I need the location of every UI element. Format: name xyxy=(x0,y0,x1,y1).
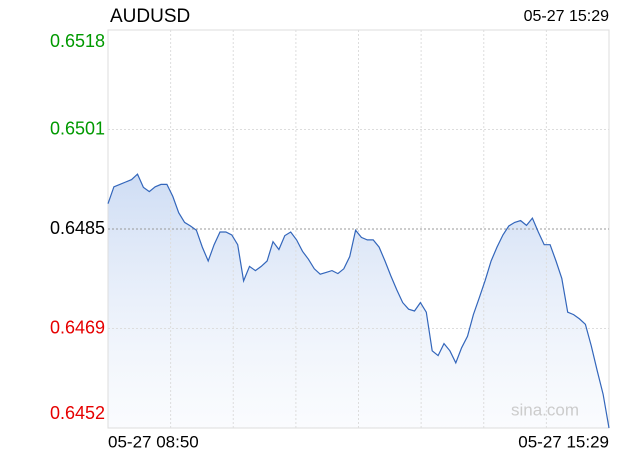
chart-title: AUDUSD xyxy=(110,6,190,27)
watermark: sina.com xyxy=(511,400,579,419)
y-tick-label: 0.6518 xyxy=(50,31,105,51)
timestamp: 05-27 15:29 xyxy=(524,8,610,25)
y-tick-label: 0.6485 xyxy=(50,218,105,238)
y-tick-label: 0.6452 xyxy=(50,403,105,423)
price-line xyxy=(107,173,610,429)
area xyxy=(108,174,609,428)
y-tick-label: 0.6501 xyxy=(50,118,105,138)
x-end-label: 05-27 15:29 xyxy=(518,432,609,451)
y-tick-label: 0.6469 xyxy=(50,317,105,337)
x-start-label: 05-27 08:50 xyxy=(108,432,199,451)
